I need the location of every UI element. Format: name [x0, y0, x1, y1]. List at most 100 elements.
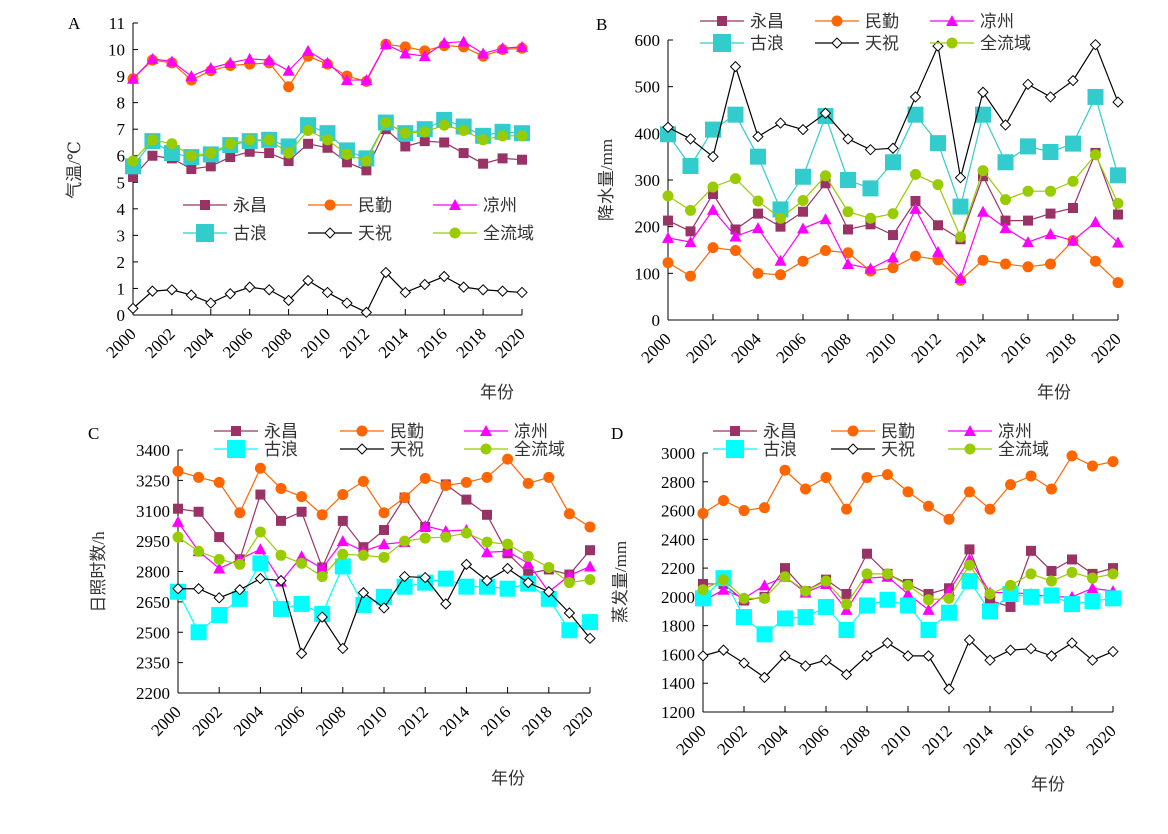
legend-label: 民勤 [881, 422, 915, 441]
marker-diamond [460, 558, 473, 571]
marker-square [540, 590, 557, 607]
marker-square [818, 598, 834, 615]
marker-triangle [516, 40, 528, 52]
marker-diamond [419, 571, 431, 584]
marker-circle [1022, 261, 1034, 273]
marker-triangle [185, 70, 198, 82]
marker-circle [964, 443, 976, 455]
marker-circle [244, 134, 256, 146]
x-tick-label: 2004 [230, 702, 268, 740]
marker-circle [275, 482, 287, 494]
marker-triangle [204, 62, 217, 74]
marker-circle [1087, 572, 1098, 584]
marker-circle [337, 489, 349, 501]
legend-label: 凉州 [483, 196, 517, 215]
marker-square [1110, 167, 1126, 184]
marker-square [1084, 593, 1101, 610]
marker-circle [759, 592, 770, 604]
marker-square [862, 180, 879, 197]
y-tick-label: 2800 [661, 473, 695, 492]
marker-circle [820, 575, 832, 587]
marker-diamond [380, 266, 392, 279]
legend-label: 永昌 [233, 196, 267, 215]
marker-circle [234, 507, 246, 519]
marker-circle [399, 492, 411, 504]
y-tick-label: 600 [635, 31, 661, 50]
x-tick-label: 2002 [713, 721, 750, 758]
marker-circle [984, 503, 996, 515]
marker-circle [356, 425, 368, 437]
marker-square [775, 221, 786, 232]
marker-square [997, 154, 1014, 171]
marker-square [231, 590, 248, 607]
marker-circle [516, 130, 528, 142]
marker-square [859, 597, 875, 614]
marker-diamond [185, 289, 198, 301]
legend-item: 民勤 [815, 12, 899, 31]
marker-diamond [234, 584, 246, 596]
y-tick-label: 300 [635, 171, 661, 190]
marker-diamond [302, 274, 314, 287]
y-tick-label: 100 [635, 264, 661, 283]
y-tick-label: 200 [635, 218, 661, 237]
marker-circle [779, 571, 791, 583]
y-tick-label: 8 [117, 94, 126, 113]
marker-square [341, 157, 352, 168]
legend-item: 天祝 [831, 440, 915, 459]
marker-triangle [1112, 236, 1124, 248]
marker-circle [738, 592, 750, 604]
marker-square [920, 621, 937, 638]
marker-square [1064, 596, 1080, 613]
marker-triangle [336, 535, 349, 547]
marker-square [1026, 545, 1036, 556]
marker-diamond [840, 668, 853, 681]
y-tick-label: 7 [117, 120, 126, 139]
marker-diamond [341, 297, 353, 309]
marker-square [862, 548, 872, 559]
marker-circle [902, 579, 914, 591]
marker-triangle [707, 203, 719, 215]
y-tick-label: 5 [117, 173, 126, 192]
marker-square [478, 158, 489, 169]
marker-square [753, 208, 763, 219]
marker-circle [502, 453, 514, 465]
marker-diamond [398, 570, 411, 583]
x-axis-title: 年份 [480, 383, 514, 402]
legend-item: 民勤 [340, 422, 424, 441]
legend-item: 全流域 [948, 440, 1049, 459]
x-tick-label: 2020 [491, 324, 528, 361]
marker-square [941, 604, 957, 621]
marker-triangle [887, 251, 899, 263]
marker-triangle [522, 557, 535, 569]
marker-diamond [984, 654, 996, 666]
marker-diamond [166, 284, 178, 296]
marker-circle [399, 41, 411, 53]
x-tick-label: 2018 [452, 324, 489, 361]
marker-diamond [707, 150, 719, 163]
marker-diamond [909, 91, 922, 103]
marker-square [730, 224, 741, 235]
marker-triangle [954, 272, 967, 283]
marker-square [190, 624, 207, 641]
marker-triangle [243, 52, 256, 64]
y-tick-label: 1800 [661, 617, 695, 636]
marker-diamond [282, 294, 295, 307]
x-tick-label: 2014 [436, 702, 474, 740]
marker-circle [543, 561, 555, 573]
marker-circle [779, 464, 791, 476]
marker-circle [910, 250, 921, 262]
marker-triangle [797, 222, 809, 234]
marker-square [933, 220, 943, 231]
marker-circle [419, 126, 431, 138]
marker-circle [146, 134, 158, 146]
marker-diamond [440, 598, 452, 610]
marker-circle [775, 269, 786, 281]
marker-circle [563, 577, 575, 589]
marker-circle [1025, 470, 1037, 482]
marker-square [1046, 565, 1057, 576]
marker-diamond [295, 647, 308, 660]
marker-circle [738, 505, 750, 517]
marker-diamond [1025, 642, 1037, 655]
marker-triangle [842, 258, 854, 269]
